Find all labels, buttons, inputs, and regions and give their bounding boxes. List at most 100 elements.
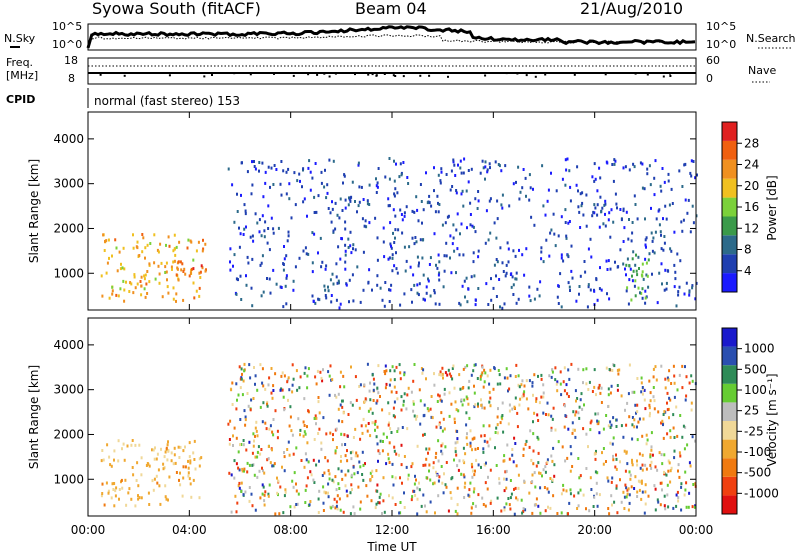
data-cell (167, 440, 169, 444)
colorbar-swatch (722, 383, 737, 403)
data-cell (178, 456, 181, 459)
data-cell (505, 367, 508, 371)
data-cell (541, 474, 543, 478)
data-cell (607, 424, 610, 428)
data-cell (264, 220, 267, 224)
data-cell (469, 213, 472, 216)
data-cell (638, 488, 641, 492)
data-cell (528, 173, 531, 177)
data-cell (662, 436, 665, 440)
data-cell (673, 395, 676, 399)
data-cell (550, 414, 553, 418)
data-cell (414, 236, 417, 239)
data-cell (569, 199, 572, 203)
data-cell (653, 176, 656, 180)
data-cell (305, 252, 308, 256)
data-cell (463, 279, 466, 283)
data-cell (117, 439, 120, 443)
data-cell (299, 179, 301, 183)
data-cell (669, 429, 672, 433)
nave-dot (392, 74, 395, 77)
data-cell (331, 478, 334, 482)
data-cell (660, 481, 663, 485)
data-cell (327, 207, 330, 210)
data-cell (577, 205, 580, 209)
data-cell (193, 458, 196, 461)
data-cell (266, 277, 268, 280)
data-cell (362, 463, 365, 467)
data-cell (414, 474, 416, 478)
data-cell (669, 480, 672, 484)
data-cell (368, 183, 371, 187)
nsearch-tick-bottom: 10^0 (706, 38, 736, 51)
data-cell (505, 271, 508, 275)
data-cell (475, 458, 478, 462)
data-cell (346, 449, 348, 453)
data-cell (629, 473, 632, 477)
data-cell (628, 363, 631, 367)
data-cell (663, 288, 666, 292)
data-cell (237, 450, 240, 454)
data-cell (303, 197, 306, 201)
data-cell (124, 478, 127, 482)
data-cell (636, 217, 639, 221)
data-cell (504, 470, 507, 474)
data-cell (546, 460, 549, 464)
data-cell (349, 244, 352, 248)
data-cell (144, 295, 147, 299)
data-cell (403, 491, 405, 495)
data-cell (689, 171, 692, 175)
data-cell (545, 238, 548, 242)
data-cell (248, 486, 251, 489)
data-cell (631, 458, 633, 462)
data-cell (534, 485, 537, 489)
data-cell (547, 505, 549, 509)
data-cell (248, 440, 251, 444)
data-cell (384, 364, 387, 368)
data-cell (179, 260, 182, 264)
data-cell (256, 450, 259, 454)
data-cell (272, 433, 275, 437)
data-cell (321, 260, 324, 264)
data-cell (556, 380, 559, 384)
data-cell (626, 488, 629, 492)
data-cell (466, 432, 468, 436)
data-cell (372, 399, 375, 402)
data-cell (262, 384, 265, 388)
data-cell (549, 477, 552, 480)
data-cell (317, 432, 320, 435)
data-cell (286, 378, 289, 382)
data-cell (394, 415, 396, 419)
data-cell (242, 379, 245, 383)
data-cell (482, 450, 485, 454)
data-cell (456, 503, 459, 507)
data-cell (240, 367, 243, 371)
data-cell (115, 246, 118, 250)
data-cell (477, 463, 480, 467)
data-cell (477, 493, 480, 497)
data-cell (134, 504, 137, 508)
data-cell (111, 254, 113, 258)
data-cell (374, 419, 377, 423)
data-cell (575, 183, 578, 187)
data-cell (251, 160, 253, 164)
data-cell (391, 365, 394, 369)
data-cell (349, 196, 352, 200)
data-cell (455, 408, 458, 412)
data-cell (589, 421, 592, 425)
data-cell (288, 453, 291, 457)
data-cell (619, 460, 621, 464)
data-cell (609, 420, 612, 424)
data-cell (486, 440, 489, 444)
data-cell (514, 396, 517, 400)
data-cell (390, 283, 393, 287)
data-cell (394, 476, 397, 480)
data-cell (503, 459, 506, 463)
data-cell (311, 261, 314, 265)
data-cell (182, 449, 185, 453)
data-cell (176, 267, 179, 271)
data-cell (687, 505, 690, 509)
data-cell (232, 264, 234, 268)
data-cell (496, 260, 499, 264)
data-cell (418, 488, 421, 492)
